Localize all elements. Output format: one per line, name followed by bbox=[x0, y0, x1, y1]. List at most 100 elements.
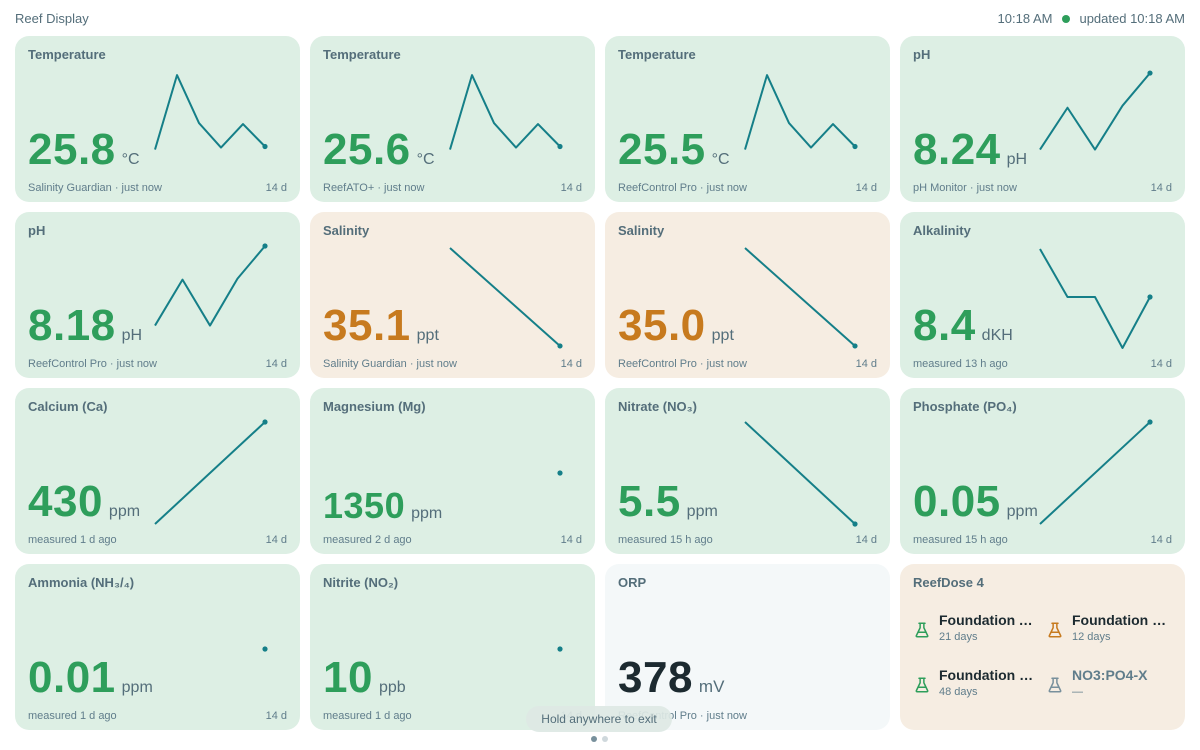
metric-card-ammonia-nh[interactable]: Ammonia (NH₃/₄) 0.01 ppm measured 1 d ago 14… bbox=[15, 564, 300, 730]
metric-source: ReefControl Pro · just now bbox=[618, 358, 747, 370]
metric-value: 378 bbox=[618, 653, 693, 702]
metric-card-temperature[interactable]: Temperature 25.8 °C Salinity Guardian · jus… bbox=[15, 36, 300, 202]
sparkline-end-point bbox=[557, 343, 563, 349]
metric-card-nitrate-no[interactable]: Nitrate (NO₃) 5.5 ppm measured 15 h ago 14 d bbox=[605, 388, 890, 554]
sparkline bbox=[262, 646, 268, 652]
doser-channel[interactable]: NO3:PO4-X — bbox=[1046, 663, 1173, 701]
sparkline bbox=[744, 74, 858, 150]
metric-source: ReefControl Pro · just now bbox=[28, 358, 157, 370]
metric-card-phosphate-po[interactable]: Phosphate (PO₄) 0.05 ppm measured 15 h ago 1… bbox=[900, 388, 1185, 554]
metric-value: 35.0 bbox=[618, 301, 706, 350]
doser-channel-name: Foundation C... bbox=[939, 667, 1039, 683]
value-row: 10 ppb bbox=[323, 656, 406, 700]
sparkline-point bbox=[557, 470, 563, 476]
sparkline-line bbox=[1039, 72, 1151, 151]
metric-source: measured 1 d ago bbox=[323, 710, 412, 722]
value-row: 25.8 °C bbox=[28, 128, 140, 172]
metric-unit: ppm bbox=[411, 505, 443, 522]
sparkline bbox=[557, 646, 563, 652]
card-title: Temperature bbox=[618, 47, 696, 62]
metric-unit: °C bbox=[416, 151, 435, 168]
metric-unit: ppb bbox=[378, 679, 406, 696]
sparkline-line bbox=[1039, 421, 1151, 525]
top-bar: Reef Display 10:18 AM updated 10:18 AM bbox=[0, 0, 1200, 36]
value-row: 5.5 ppm bbox=[618, 480, 718, 524]
metric-source: ReefATO+ · just now bbox=[323, 182, 425, 194]
card-title: Magnesium (Mg) bbox=[323, 399, 426, 414]
metric-value: 25.5 bbox=[618, 125, 706, 174]
metric-card-salinity[interactable]: Salinity 35.0 ppt ReefControl Pro · just no… bbox=[605, 212, 890, 378]
sparkline-end-point bbox=[262, 143, 268, 150]
doser-channel[interactable]: Foundation B... 12 days bbox=[1046, 608, 1173, 646]
metric-value: 8.18 bbox=[28, 301, 116, 350]
value-row: 8.24 pH bbox=[913, 128, 1027, 172]
metric-value: 430 bbox=[28, 477, 103, 526]
last-updated: updated 10:18 AM bbox=[1079, 11, 1185, 26]
doser-card[interactable]: ReefDose 4 Foundation A... 21 days Foundati… bbox=[900, 564, 1185, 730]
metric-value: 25.6 bbox=[323, 125, 411, 174]
value-row: 35.0 ppt bbox=[618, 304, 734, 348]
sparkline-end-point bbox=[1147, 419, 1153, 425]
metric-unit: ppm bbox=[1006, 503, 1038, 520]
status-area: 10:18 AM updated 10:18 AM bbox=[998, 11, 1185, 26]
card-title: pH bbox=[28, 223, 46, 238]
time-range: 14 d bbox=[855, 534, 877, 546]
sparkline bbox=[1039, 419, 1153, 525]
metric-card-orp[interactable]: ORP 378 mV ReefControl Pro · just now bbox=[605, 564, 890, 730]
metric-unit: pH bbox=[121, 327, 143, 344]
metric-card-temperature[interactable]: Temperature 25.6 °C ReefATO+ · just now 14 d bbox=[310, 36, 595, 202]
value-row: 0.01 ppm bbox=[28, 656, 153, 700]
value-row: 8.18 pH bbox=[28, 304, 142, 348]
sparkline bbox=[449, 74, 563, 150]
metric-value: 35.1 bbox=[323, 301, 411, 350]
time-range: 14 d bbox=[560, 358, 582, 370]
sparkline-line bbox=[154, 74, 266, 150]
metric-card-magnesium-mg[interactable]: Magnesium (Mg) 1350 ppm measured 2 d ago 14 … bbox=[310, 388, 595, 554]
card-title: pH bbox=[913, 47, 931, 62]
page-dot[interactable] bbox=[591, 736, 597, 742]
card-title: Temperature bbox=[28, 47, 106, 62]
metric-card-ph[interactable]: pH 8.24 pH pH Monitor · just now 14 d bbox=[900, 36, 1185, 202]
doser-channel-days: 21 days bbox=[939, 631, 978, 643]
metric-value: 25.8 bbox=[28, 125, 116, 174]
time-range: 14 d bbox=[855, 358, 877, 370]
dashboard-grid: Temperature 25.8 °C Salinity Guardian · jus… bbox=[15, 36, 1185, 730]
card-title: Salinity bbox=[323, 223, 370, 238]
sparkline-line bbox=[154, 245, 266, 327]
metric-value: 5.5 bbox=[618, 477, 681, 526]
metric-card-temperature[interactable]: Temperature 25.5 °C ReefControl Pro · just … bbox=[605, 36, 890, 202]
metric-value: 10 bbox=[323, 653, 373, 702]
value-row: 378 mV bbox=[618, 656, 724, 700]
page-dot[interactable] bbox=[602, 736, 608, 742]
metric-value: 0.01 bbox=[28, 653, 116, 702]
time-range: 14 d bbox=[560, 182, 582, 194]
sparkline bbox=[557, 470, 563, 476]
metric-card-alkalinity[interactable]: Alkalinity 8.4 dKH measured 13 h ago 14 d bbox=[900, 212, 1185, 378]
doser-channel-name: NO3:PO4-X bbox=[1072, 667, 1148, 683]
sparkline bbox=[449, 247, 563, 349]
metric-source: pH Monitor · just now bbox=[913, 182, 1017, 194]
doser-channel[interactable]: Foundation C... 48 days bbox=[913, 663, 1046, 701]
metric-card-salinity[interactable]: Salinity 35.1 ppt Salinity Guardian · just … bbox=[310, 212, 595, 378]
value-row: 25.6 °C bbox=[323, 128, 435, 172]
exit-hint: Hold anywhere to exit bbox=[526, 706, 672, 732]
page-indicator[interactable] bbox=[591, 736, 608, 742]
doser-channel-days: 12 days bbox=[1072, 631, 1111, 643]
sparkline-end-point bbox=[262, 243, 268, 249]
metric-card-calcium-ca[interactable]: Calcium (Ca) 430 ppm measured 1 d ago 14 d bbox=[15, 388, 300, 554]
value-row: 35.1 ppt bbox=[323, 304, 439, 348]
metric-unit: °C bbox=[121, 151, 140, 168]
metric-source: measured 1 d ago bbox=[28, 534, 117, 546]
sparkline-line bbox=[1039, 248, 1151, 349]
metric-unit: ppm bbox=[121, 679, 153, 696]
sparkline-end-point bbox=[1147, 294, 1153, 300]
flask-icon bbox=[915, 677, 929, 693]
metric-card-ph[interactable]: pH 8.18 pH ReefControl Pro · just now 14 d bbox=[15, 212, 300, 378]
doser-channel[interactable]: Foundation A... 21 days bbox=[913, 608, 1046, 646]
value-row: 1350 ppm bbox=[323, 488, 442, 524]
sparkline-end-point bbox=[262, 419, 268, 425]
time-range: 14 d bbox=[265, 710, 287, 722]
app-title: Reef Display bbox=[15, 11, 89, 26]
metric-unit: ppt bbox=[711, 327, 734, 344]
